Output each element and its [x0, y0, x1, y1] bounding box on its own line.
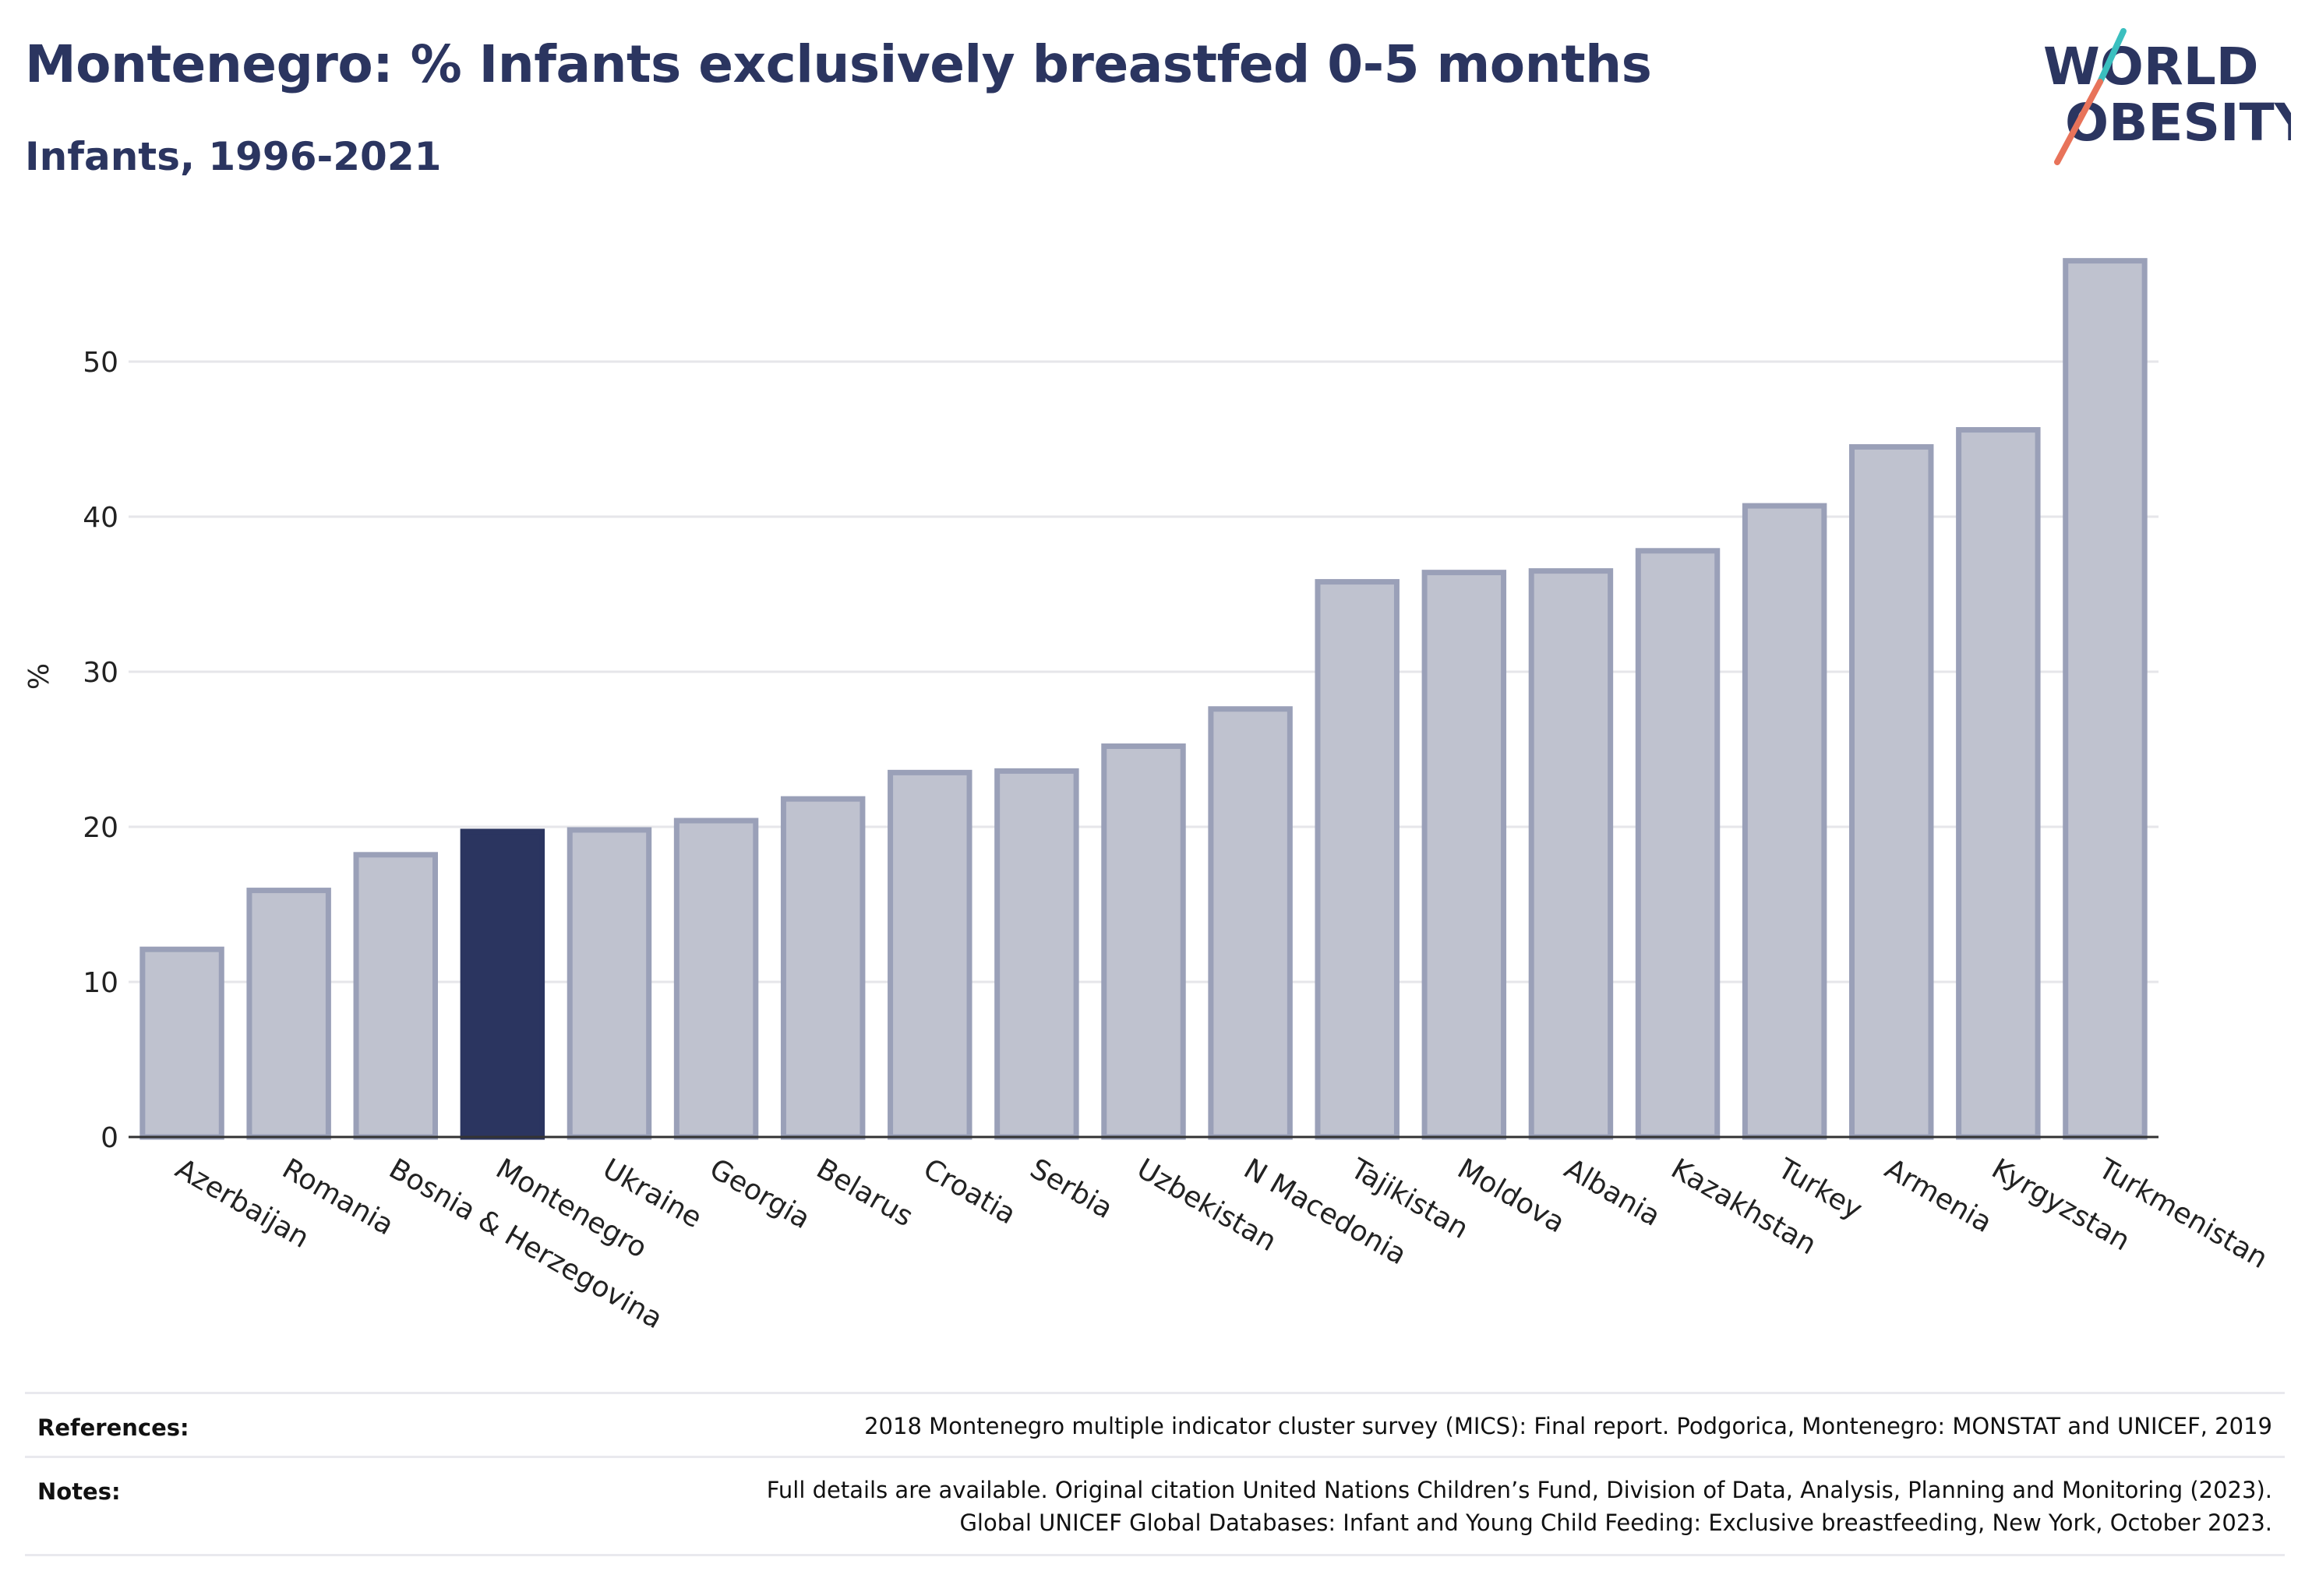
y-tick-label: 0: [101, 1122, 118, 1154]
bar-tajikistan: [1315, 579, 1400, 1140]
bar-albania: [1528, 568, 1614, 1140]
y-axis-ticks: 0 10 20 30 40 50: [83, 347, 118, 1154]
y-tick-label: 50: [83, 347, 118, 379]
chart-subtitle: Infants, 1996-2021: [25, 134, 442, 179]
bar-turkey: [1742, 503, 1827, 1140]
footer-bottom-rule: [25, 1554, 2285, 1556]
bar-uzbekistan: [1101, 743, 1186, 1140]
chart-title: Montenegro: % Infants exclusively breast…: [25, 34, 1652, 94]
bar-belarus: [780, 796, 866, 1140]
x-tick-label: Croatia: [918, 1153, 1022, 1231]
x-tick-label: Serbia: [1025, 1153, 1118, 1225]
notes-text: Full details are available. Original cit…: [767, 1474, 2272, 1539]
references-label: References:: [37, 1414, 189, 1441]
bar-serbia: [994, 768, 1079, 1140]
x-tick-label: Armenia: [1880, 1153, 1997, 1239]
bar-kazakhstan: [1635, 548, 1721, 1140]
bar-turkmenistan: [2063, 258, 2148, 1140]
bar-moldova: [1421, 570, 1507, 1140]
logo-word-obesity: OBESITY: [2065, 93, 2291, 153]
x-tick-label: Georgia: [704, 1153, 816, 1235]
bar-bosnia-herzegovina: [353, 852, 438, 1140]
bars: [139, 258, 2148, 1140]
bar-azerbaijan: [139, 946, 224, 1140]
notes-label: Notes:: [37, 1478, 121, 1505]
x-tick-label: Belarus: [811, 1153, 919, 1233]
notes-line-2: Global UNICEF Global Databases: Infant a…: [959, 1509, 2272, 1536]
logo-word-world: WORLD: [2043, 37, 2259, 97]
references-row: References: 2018 Montenegro multiple ind…: [25, 1392, 2285, 1458]
bar-kyrgyzstan: [1956, 427, 2041, 1140]
notes-row: Notes: Full details are available. Origi…: [25, 1456, 2285, 1556]
bar-armenia: [1849, 443, 1934, 1140]
bar-georgia: [673, 817, 759, 1140]
notes-line-1: Full details are available. Original cit…: [766, 1477, 2272, 1503]
bar-ukraine: [567, 827, 652, 1140]
y-tick-label: 20: [83, 812, 118, 844]
bar-n-macedonia: [1208, 706, 1293, 1140]
x-tick-label: Albania: [1558, 1153, 1665, 1233]
references-text: 2018 Montenegro multiple indicator clust…: [864, 1413, 2272, 1439]
bar-montenegro: [460, 828, 545, 1140]
y-tick-label: 10: [83, 967, 118, 999]
y-axis-label: %: [23, 663, 55, 690]
world-obesity-logo: WORLD OBESITY: [2043, 28, 2291, 165]
bar-croatia: [888, 769, 972, 1140]
y-tick-label: 40: [83, 502, 118, 534]
bar-romania: [246, 888, 331, 1140]
y-tick-label: 30: [83, 657, 118, 689]
x-tick-label: Moldova: [1452, 1153, 1570, 1239]
